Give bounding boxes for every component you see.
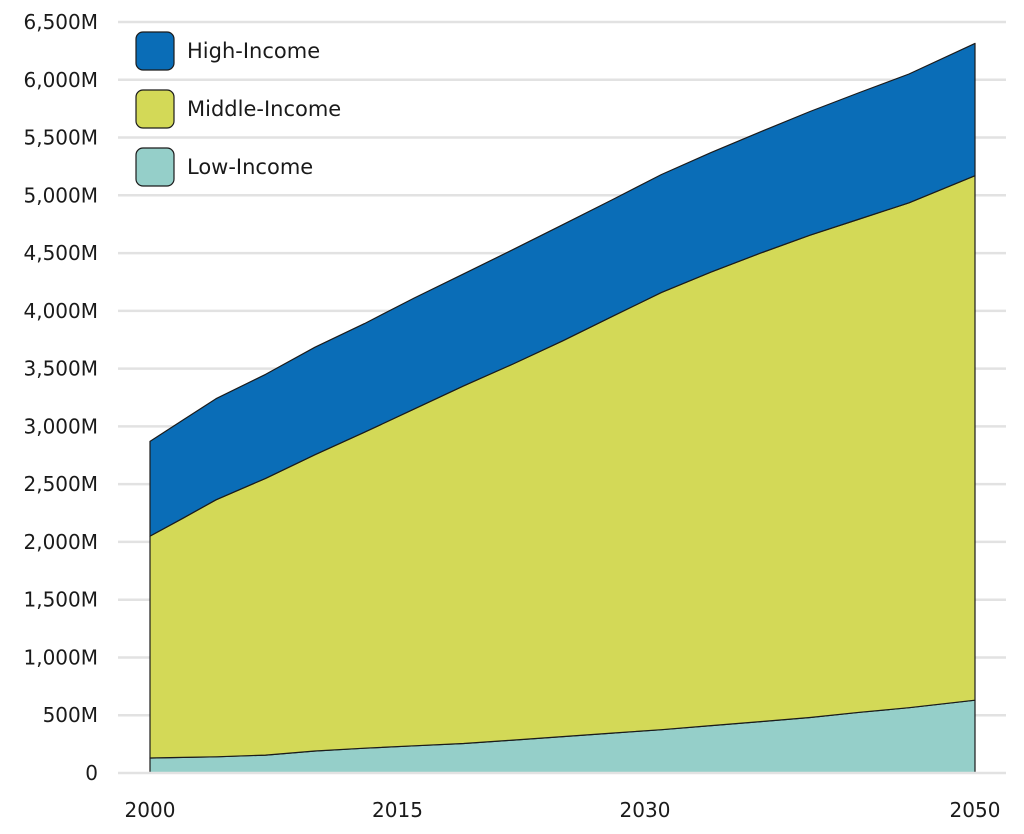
legend-label-low-income: Low-Income xyxy=(187,155,313,179)
y-tick-labels: 0 500M 1,000M 1,500M 2,000M 2,500M 3,000M 3,500… xyxy=(23,10,98,785)
series-areas xyxy=(149,42,976,774)
x-tick-label: 2000 xyxy=(125,798,176,822)
x-tick-label: 2030 xyxy=(620,798,671,822)
y-tick-label: 0 xyxy=(85,761,98,785)
y-tick-label: 3,000M xyxy=(23,414,98,438)
y-tick-label: 5,000M xyxy=(23,183,98,207)
y-tick-label: 1,000M xyxy=(23,645,98,669)
y-tick-label: 6,000M xyxy=(23,68,98,92)
y-tick-label: 3,500M xyxy=(23,357,98,381)
legend-swatch-low-income xyxy=(135,147,175,187)
y-tick-label: 2,000M xyxy=(23,530,98,554)
x-tick-label: 2015 xyxy=(372,798,423,822)
x-tick-labels: 2000 2015 2030 2050 xyxy=(125,798,1001,822)
y-tick-label: 1,500M xyxy=(23,588,98,612)
y-tick-label: 500M xyxy=(43,703,98,727)
y-tick-label: 6,500M xyxy=(23,10,98,34)
x-tick-label: 2050 xyxy=(950,798,1001,822)
legend-swatch-middle-income xyxy=(135,89,175,129)
area-high-income xyxy=(149,42,976,537)
y-tick-label: 2,500M xyxy=(23,472,98,496)
y-tick-label: 4,500M xyxy=(23,241,98,265)
legend: High-Income Middle-Income Low-Income xyxy=(135,31,341,187)
y-tick-label: 4,000M xyxy=(23,299,98,323)
legend-swatch-high-income xyxy=(135,31,175,71)
legend-label-high-income: High-Income xyxy=(187,39,320,63)
legend-label-middle-income: Middle-Income xyxy=(187,97,341,121)
y-tick-label: 5,500M xyxy=(23,126,98,150)
